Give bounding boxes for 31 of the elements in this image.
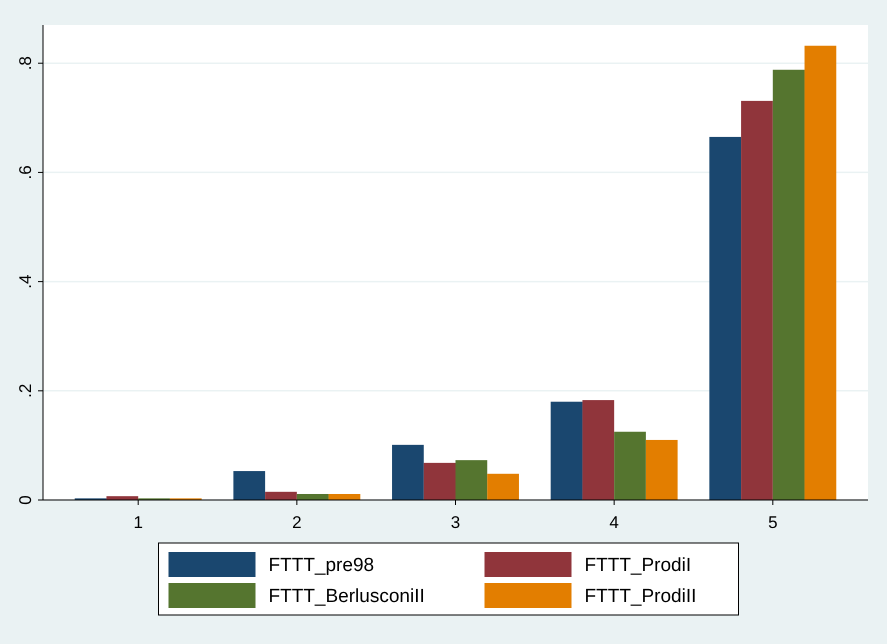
x-tick-label: 4 bbox=[609, 513, 619, 532]
bar bbox=[265, 492, 297, 500]
bar bbox=[487, 474, 519, 500]
bar bbox=[424, 462, 456, 500]
y-tick-label: 0 bbox=[16, 495, 35, 505]
legend-label: FTTT_ProdiII bbox=[584, 586, 696, 607]
x-tick-label: 2 bbox=[292, 513, 302, 532]
bar bbox=[741, 100, 773, 500]
bar bbox=[646, 440, 678, 500]
x-tick-label: 5 bbox=[768, 513, 778, 532]
y-tick-label: .6 bbox=[16, 165, 35, 180]
bar bbox=[550, 402, 582, 500]
bar bbox=[456, 460, 488, 500]
legend-label: FTTT_ProdiI bbox=[584, 555, 692, 576]
bar bbox=[296, 494, 329, 500]
y-tick-label: .2 bbox=[16, 384, 35, 398]
bar bbox=[106, 496, 138, 500]
bar bbox=[804, 46, 836, 500]
bar bbox=[233, 471, 266, 500]
bar bbox=[582, 400, 614, 500]
legend-label: FTTT_pre98 bbox=[268, 555, 374, 576]
bar bbox=[328, 494, 360, 500]
bar bbox=[614, 432, 646, 500]
x-tick-label: 3 bbox=[450, 513, 460, 532]
legend-label: FTTT_BerlusconiII bbox=[268, 586, 425, 607]
bar bbox=[392, 444, 424, 500]
y-tick-label: .8 bbox=[16, 56, 35, 70]
bar bbox=[772, 70, 805, 500]
x-tick-label: 1 bbox=[133, 513, 143, 532]
bar bbox=[709, 136, 742, 500]
y-tick-label: .4 bbox=[16, 274, 35, 289]
